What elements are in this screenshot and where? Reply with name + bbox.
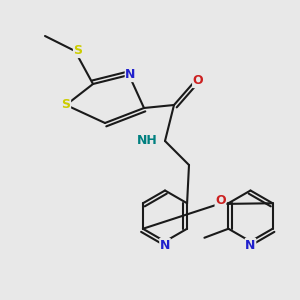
Text: O: O — [215, 194, 226, 208]
Text: N: N — [245, 238, 256, 252]
Text: N: N — [125, 68, 136, 82]
Text: N: N — [160, 238, 170, 252]
Text: O: O — [193, 74, 203, 88]
Text: NH: NH — [137, 134, 158, 148]
Text: S: S — [74, 44, 82, 58]
Text: S: S — [61, 98, 70, 112]
